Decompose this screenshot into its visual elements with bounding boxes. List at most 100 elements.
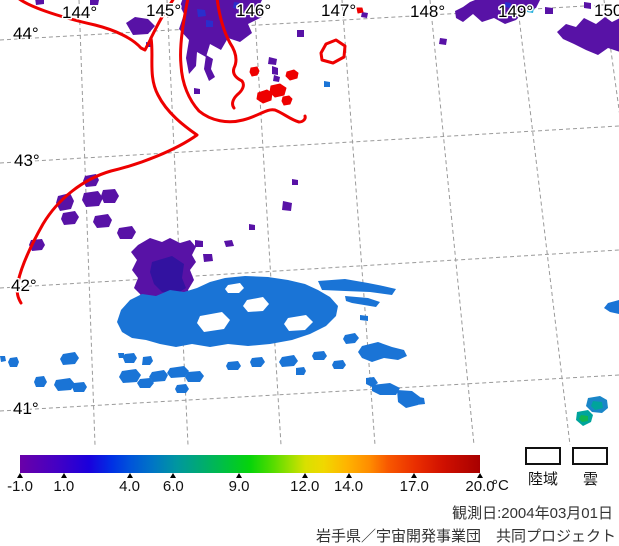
sst-patches bbox=[0, 0, 619, 426]
sst-patch bbox=[197, 9, 206, 17]
sst-patch bbox=[185, 371, 204, 382]
sst-patch bbox=[324, 81, 330, 87]
island-shape bbox=[249, 66, 260, 77]
colorbar-tick-label: 17.0 bbox=[399, 478, 429, 495]
colorbar-tick bbox=[345, 473, 352, 478]
sst-patch bbox=[137, 378, 154, 388]
sst-patch bbox=[527, 7, 534, 13]
sst-patch bbox=[101, 189, 119, 203]
sst-patch bbox=[455, 0, 540, 24]
colorbar-tick bbox=[301, 473, 308, 478]
sst-patch bbox=[93, 214, 112, 228]
sst-patch bbox=[318, 279, 396, 295]
sst-patch bbox=[557, 17, 619, 55]
sst-patch bbox=[272, 66, 278, 75]
sst-patch bbox=[61, 211, 79, 225]
sst-patch bbox=[142, 356, 153, 365]
sst-patch bbox=[604, 300, 619, 314]
latitude-label: 42° bbox=[11, 276, 37, 295]
coastline bbox=[15, 0, 364, 305]
longitude-label: 144° bbox=[62, 3, 97, 22]
colorbar-tick bbox=[477, 473, 483, 478]
sst-patch bbox=[82, 191, 103, 207]
sst-patch bbox=[35, 0, 44, 5]
sst-patch bbox=[126, 17, 155, 35]
sst-patch bbox=[226, 361, 241, 370]
sst-patch bbox=[167, 366, 189, 378]
latitude-label: 43° bbox=[14, 151, 40, 170]
meridian-line bbox=[253, 0, 282, 446]
sst-patch bbox=[243, 297, 269, 312]
colorbar-tick-label: 9.0 bbox=[228, 478, 250, 495]
sst-patch bbox=[268, 57, 277, 65]
sst-patch bbox=[284, 315, 313, 331]
sst-patch bbox=[279, 355, 298, 367]
island-shape bbox=[281, 95, 293, 106]
colorbar-tick bbox=[170, 473, 177, 478]
meridian-line bbox=[429, 0, 475, 446]
colorbar-tick-label: 4.0 bbox=[119, 478, 140, 495]
colorbar-tick-label: -1.0 bbox=[7, 478, 33, 495]
sst-patch bbox=[584, 2, 591, 9]
credit-line: 岩手県／宇宙開発事業団 共同プロジェクト bbox=[315, 528, 616, 545]
sst-patch bbox=[72, 382, 87, 392]
sst-patch bbox=[505, 2, 511, 8]
sst-patch bbox=[282, 201, 292, 211]
sst-patch bbox=[579, 415, 588, 422]
sst-patch bbox=[204, 55, 215, 81]
sst-patch bbox=[164, 327, 181, 340]
sst-patch bbox=[118, 353, 125, 358]
sst-patch bbox=[150, 256, 186, 294]
colorbar-tick bbox=[17, 473, 23, 478]
coastline-path bbox=[15, 0, 199, 305]
meridian-line bbox=[603, 0, 619, 114]
sst-patch bbox=[54, 378, 75, 391]
land-legend-swatch bbox=[525, 447, 561, 465]
land-legend-label: 陸域 bbox=[527, 471, 558, 488]
island-shape bbox=[356, 7, 364, 14]
sst-patch bbox=[591, 401, 603, 410]
sst-patch bbox=[34, 376, 47, 387]
sst-patch bbox=[372, 383, 400, 395]
observation-date: 観測日:2004年03月01日 bbox=[452, 505, 613, 522]
parallel-line bbox=[0, 125, 619, 164]
sst-patch bbox=[250, 357, 265, 367]
longitude-label: 145° bbox=[146, 1, 181, 20]
meridian-line bbox=[516, 0, 571, 446]
sst-patch bbox=[332, 360, 346, 369]
sst-patch bbox=[312, 351, 327, 360]
sst-patch bbox=[249, 224, 255, 230]
longitude-label: 149° bbox=[498, 2, 533, 21]
graticule-labels: 44° 43° 42° 41° 144° 145° 146° 147° 148° 149° 150° bbox=[10, 0, 619, 420]
colorbar-tick bbox=[411, 473, 418, 478]
sst-patch bbox=[197, 312, 230, 332]
colorbar-tick-label: 6.0 bbox=[162, 478, 184, 495]
coastline-path bbox=[179, 0, 307, 124]
island-outline bbox=[319, 38, 347, 65]
latitude-label: 44° bbox=[13, 24, 39, 43]
sst-patch bbox=[8, 357, 19, 367]
sst-patch bbox=[397, 390, 420, 408]
sst-patch bbox=[273, 75, 280, 82]
coastline-path bbox=[149, 0, 175, 40]
sst-patch bbox=[343, 333, 359, 344]
island-shape bbox=[269, 83, 287, 98]
sst-patch bbox=[412, 396, 425, 405]
island-shape bbox=[256, 89, 273, 104]
sst-patch bbox=[361, 12, 368, 18]
sst-map-svg: 44° 43° 42° 41° 144° 145° 146° 147° 148° 149° 150° bbox=[0, 0, 619, 446]
island-shape bbox=[285, 69, 299, 81]
meridian-line bbox=[166, 0, 189, 446]
sst-patch bbox=[123, 353, 137, 363]
sst-patch bbox=[117, 226, 136, 239]
colorbar-tick bbox=[126, 473, 133, 478]
coastline-path bbox=[215, 0, 245, 110]
sst-patch bbox=[194, 88, 200, 94]
sst-patch bbox=[224, 240, 234, 247]
sst-patch bbox=[358, 342, 407, 362]
temperature-colorbar bbox=[20, 455, 480, 473]
colorbar-tick-label: 12.0 bbox=[290, 478, 320, 495]
sst-patch bbox=[206, 20, 213, 27]
parallel-line bbox=[0, 3, 619, 41]
